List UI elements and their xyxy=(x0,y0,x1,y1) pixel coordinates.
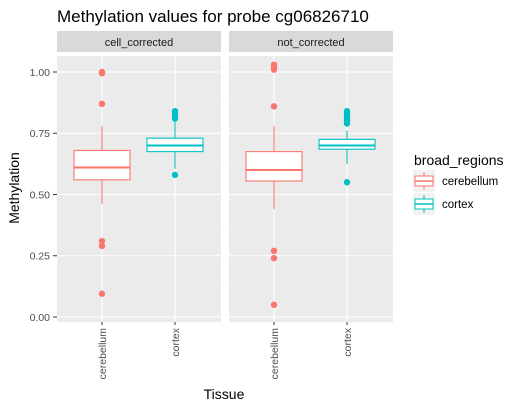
legend-entry-cortex: cortex xyxy=(413,193,474,215)
chart-title: Methylation values for probe cg06826710 xyxy=(57,7,369,26)
legend-label: cortex xyxy=(442,199,474,211)
strip-background xyxy=(229,31,393,52)
x-tick-label: cerebellum xyxy=(269,328,281,380)
outlier-point xyxy=(270,247,278,255)
panel-background xyxy=(57,56,221,322)
outlier-point xyxy=(98,100,106,108)
outlier-point xyxy=(98,290,106,297)
legend: broad_regions cerebellum cortex xyxy=(413,152,504,215)
panel-not_corrected: not_corrected cerebellum cortex xyxy=(229,31,393,379)
y-axis-title: Methylation xyxy=(6,152,22,224)
strip-label: not_corrected xyxy=(277,37,344,49)
box-cerebellum xyxy=(245,61,303,308)
box-cerebellum xyxy=(73,68,131,297)
outlier-point xyxy=(343,120,351,127)
strip-label: cell_corrected xyxy=(105,37,173,49)
y-tick-label: 0.00 xyxy=(30,312,51,324)
box-cortex xyxy=(146,108,204,179)
x-tick-label: cerebellum xyxy=(97,328,109,380)
outlier-point xyxy=(270,301,278,308)
outlier-point xyxy=(270,66,278,73)
outlier-point xyxy=(171,115,179,122)
box-cortex xyxy=(318,108,376,186)
y-tick-label: 0.50 xyxy=(30,189,51,201)
y-tick-label: 1.00 xyxy=(30,67,51,79)
y-tick-label: 0.25 xyxy=(30,251,51,263)
box-iqr xyxy=(73,149,131,181)
y-tick-label: 0.75 xyxy=(30,128,51,140)
outlier-point xyxy=(270,103,278,110)
outlier-point xyxy=(171,171,179,179)
outlier-point xyxy=(98,242,106,250)
outlier-point xyxy=(270,255,278,262)
outlier-point xyxy=(98,237,106,245)
legend-title: broad_regions xyxy=(414,152,504,168)
x-tick-label: cortex xyxy=(342,327,354,356)
box-iqr xyxy=(245,151,303,182)
outlier-point xyxy=(98,70,106,77)
box-iqr xyxy=(318,138,376,150)
strip-background xyxy=(57,31,221,52)
legend-label: cerebellum xyxy=(442,176,498,188)
panel-cell_corrected: cell_corrected cerebellum cortex xyxy=(57,31,221,379)
outlier-point xyxy=(343,179,351,186)
x-axis-title: Tissue xyxy=(204,386,245,402)
legend-entry-cerebellum: cerebellum xyxy=(413,170,498,192)
x-tick-label: cortex xyxy=(170,327,182,356)
panel-background xyxy=(229,56,393,322)
y-axis: 0.00 0.25 0.50 0.75 1.00 xyxy=(30,67,57,324)
